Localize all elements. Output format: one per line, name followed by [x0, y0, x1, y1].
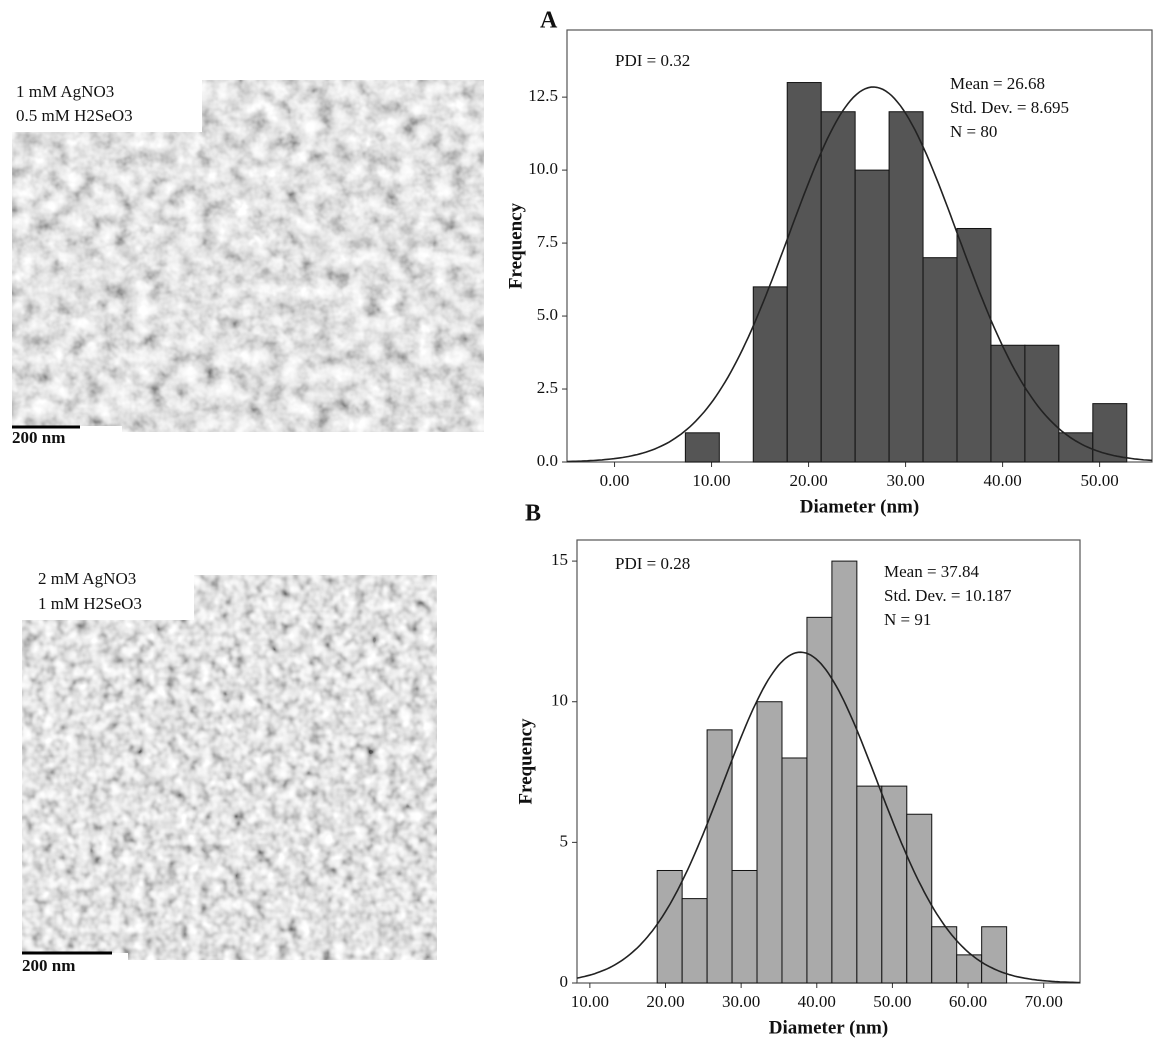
y-tick-label: 0.0 [537, 451, 558, 470]
normal-curve [566, 86, 1153, 463]
stats-text: N = 91 [884, 610, 931, 629]
bar [1024, 344, 1060, 463]
bar [1092, 403, 1128, 463]
panel-text: 0.5 mM H2SeO3 [16, 106, 133, 125]
y-tick-label: 12.5 [528, 86, 558, 105]
bar [956, 227, 992, 463]
bar [820, 111, 856, 463]
y-tick-label: 10.0 [528, 159, 558, 178]
scale-box [18, 953, 128, 983]
bar [922, 257, 958, 463]
bar [854, 169, 890, 463]
bar [786, 82, 822, 463]
x-tick-label: 70.00 [1025, 992, 1063, 1011]
y-tick-label: 15 [551, 550, 568, 569]
bar [831, 560, 858, 984]
y-tick-label: 2.5 [537, 378, 558, 397]
annotation: PDI = 0.28 [615, 554, 690, 573]
label-box [22, 565, 194, 620]
sem-image [22, 575, 437, 960]
sem-image [12, 80, 484, 432]
bar [731, 869, 758, 984]
bar [806, 616, 833, 984]
x-tick-label: 50.00 [873, 992, 911, 1011]
x-tick-label: 20.00 [646, 992, 684, 1011]
bar [684, 432, 720, 463]
x-tick-label: 20.00 [789, 471, 827, 490]
stats-text: Std. Dev. = 10.187 [884, 586, 1012, 605]
x-tick-label: 40.00 [798, 992, 836, 1011]
scale-text: 200 nm [22, 956, 75, 975]
x-tick-label: 30.00 [722, 992, 760, 1011]
bar [1058, 432, 1094, 463]
y-tick-label: 10 [551, 691, 568, 710]
bar [752, 286, 788, 463]
scale-box [12, 426, 122, 450]
x-tick-label: 10.00 [692, 471, 730, 490]
x-tick-label: 30.00 [886, 471, 924, 490]
y-tick-label: 5 [560, 831, 569, 850]
bar [856, 785, 883, 984]
bar [756, 701, 783, 984]
panel-text: 2 mM AgNO3 [38, 569, 136, 588]
y-tick-label: 7.5 [537, 232, 558, 251]
panel-text: 1 mM AgNO3 [16, 82, 114, 101]
x-tick-label: 0.00 [600, 471, 630, 490]
y-tick-label: 5.0 [537, 305, 558, 324]
stats-text: Std. Dev. = 8.695 [950, 98, 1069, 117]
x-tick-label: 60.00 [949, 992, 987, 1011]
y-axis-label: Frequency [515, 718, 536, 805]
annotation: PDI = 0.32 [615, 51, 690, 70]
bar [681, 898, 708, 984]
y-tick-label: 0 [560, 972, 569, 991]
bar [981, 926, 1008, 984]
label-box [12, 80, 202, 132]
scale-text: 200 nm [12, 428, 65, 447]
x-tick-label: 50.00 [1080, 471, 1118, 490]
stats-text: Mean = 26.68 [950, 74, 1045, 93]
x-axis-label: Diameter (nm) [800, 496, 919, 517]
panel-label: A [540, 8, 558, 34]
bar [888, 111, 924, 463]
normal-curve [576, 651, 1080, 984]
stats-text: N = 80 [950, 122, 997, 141]
bar [990, 344, 1026, 463]
x-axis-label: Diameter (nm) [769, 1017, 888, 1038]
bar [781, 757, 808, 984]
panel-label: B [525, 501, 541, 527]
x-tick-label: 10.00 [571, 992, 609, 1011]
y-axis-label: Frequency [505, 202, 526, 289]
x-tick-label: 40.00 [983, 471, 1021, 490]
bar [881, 785, 908, 984]
stats-text: Mean = 37.84 [884, 562, 980, 581]
panel-text: 1 mM H2SeO3 [38, 594, 142, 613]
